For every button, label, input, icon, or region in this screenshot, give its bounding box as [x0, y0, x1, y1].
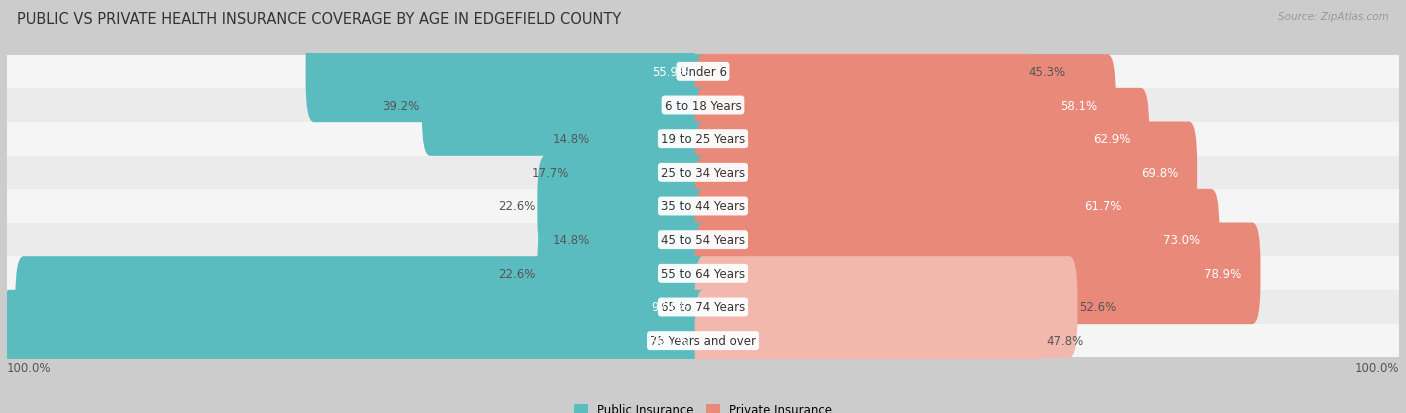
Text: 14.8%: 14.8%	[553, 234, 589, 247]
FancyBboxPatch shape	[695, 89, 1149, 190]
Text: 6 to 18 Years: 6 to 18 Years	[665, 99, 741, 112]
FancyBboxPatch shape	[15, 256, 711, 358]
Bar	[7, 190, 1399, 223]
FancyBboxPatch shape	[695, 190, 1219, 291]
Text: 39.2%: 39.2%	[382, 99, 420, 112]
Legend: Public Insurance, Private Insurance: Public Insurance, Private Insurance	[569, 398, 837, 413]
Text: 52.6%: 52.6%	[1080, 301, 1116, 314]
FancyBboxPatch shape	[592, 190, 711, 291]
Text: 45.3%: 45.3%	[1029, 66, 1066, 78]
Text: 58.1%: 58.1%	[1060, 99, 1097, 112]
Text: 65 to 74 Years: 65 to 74 Years	[661, 301, 745, 314]
FancyBboxPatch shape	[537, 223, 711, 324]
FancyBboxPatch shape	[695, 55, 1116, 157]
Text: 17.7%: 17.7%	[531, 166, 569, 179]
Bar	[7, 324, 1399, 358]
Text: 14.8%: 14.8%	[553, 133, 589, 146]
FancyBboxPatch shape	[695, 223, 1260, 324]
Text: 35 to 44 Years: 35 to 44 Years	[661, 200, 745, 213]
Text: 19 to 25 Years: 19 to 25 Years	[661, 133, 745, 146]
Text: Source: ZipAtlas.com: Source: ZipAtlas.com	[1278, 12, 1389, 22]
Bar	[7, 257, 1399, 290]
Bar	[7, 123, 1399, 156]
Text: 73.0%: 73.0%	[1164, 234, 1201, 247]
Bar	[7, 156, 1399, 190]
Text: 100.0%: 100.0%	[1354, 361, 1399, 374]
Text: 99.7%: 99.7%	[652, 335, 689, 347]
FancyBboxPatch shape	[537, 156, 711, 257]
Text: 97.6%: 97.6%	[652, 301, 689, 314]
Text: 22.6%: 22.6%	[498, 267, 536, 280]
Text: 55.9%: 55.9%	[652, 66, 689, 78]
FancyBboxPatch shape	[695, 122, 1197, 223]
FancyBboxPatch shape	[1, 290, 711, 392]
Text: 47.8%: 47.8%	[1046, 335, 1084, 347]
Text: 100.0%: 100.0%	[7, 361, 52, 374]
Text: 22.6%: 22.6%	[498, 200, 536, 213]
Text: 61.7%: 61.7%	[1084, 200, 1122, 213]
FancyBboxPatch shape	[592, 89, 711, 190]
Bar	[7, 55, 1399, 89]
Text: Under 6: Under 6	[679, 66, 727, 78]
Bar	[7, 89, 1399, 123]
FancyBboxPatch shape	[695, 21, 1026, 123]
FancyBboxPatch shape	[422, 55, 711, 157]
Text: 55 to 64 Years: 55 to 64 Years	[661, 267, 745, 280]
Text: 62.9%: 62.9%	[1092, 133, 1130, 146]
Text: PUBLIC VS PRIVATE HEALTH INSURANCE COVERAGE BY AGE IN EDGEFIELD COUNTY: PUBLIC VS PRIVATE HEALTH INSURANCE COVER…	[17, 12, 621, 27]
Text: 69.8%: 69.8%	[1142, 166, 1178, 179]
FancyBboxPatch shape	[695, 290, 1045, 392]
FancyBboxPatch shape	[305, 21, 711, 123]
Bar	[7, 290, 1399, 324]
Bar	[7, 223, 1399, 257]
Text: 25 to 34 Years: 25 to 34 Years	[661, 166, 745, 179]
Text: 78.9%: 78.9%	[1205, 267, 1241, 280]
Text: 75 Years and over: 75 Years and over	[650, 335, 756, 347]
FancyBboxPatch shape	[695, 256, 1077, 358]
FancyBboxPatch shape	[571, 122, 711, 223]
FancyBboxPatch shape	[695, 156, 1140, 257]
Text: 45 to 54 Years: 45 to 54 Years	[661, 234, 745, 247]
